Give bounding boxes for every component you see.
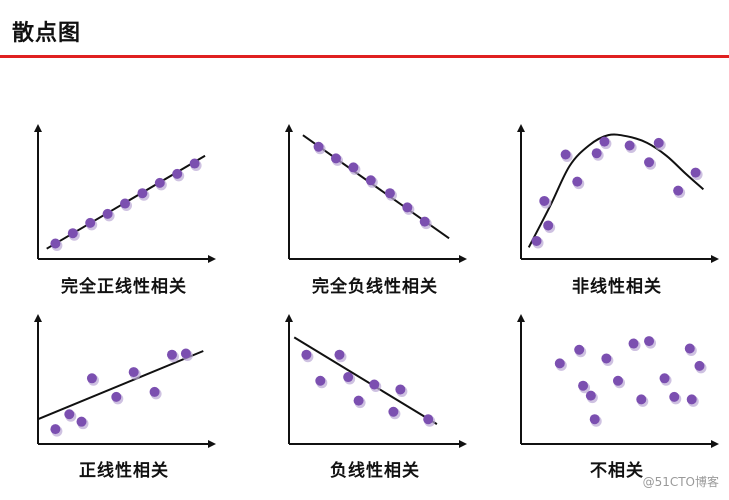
chart-nonlinear-plot	[517, 124, 719, 263]
data-point	[348, 162, 359, 173]
data-point	[599, 136, 610, 147]
data-point	[653, 137, 664, 148]
data-point	[589, 414, 600, 425]
chart-perfect-positive: 完全正线性相关	[34, 124, 216, 314]
data-point	[644, 336, 655, 347]
data-point	[388, 406, 399, 417]
chart-uncorrelated-plot	[517, 314, 719, 448]
data-point	[343, 372, 354, 383]
watermark: @51CTO博客	[642, 475, 719, 489]
data-point	[613, 375, 623, 386]
data-point	[369, 379, 380, 390]
chart-perfect-negative-title: 完全负线性相关	[312, 277, 438, 297]
data-point	[384, 188, 395, 199]
data-point	[673, 185, 684, 196]
data-point	[50, 424, 61, 435]
data-point	[334, 349, 345, 360]
chart-perfect-negative: 完全负线性相关	[285, 124, 467, 314]
data-point	[572, 176, 583, 187]
chart-positive-plot	[34, 314, 216, 448]
data-point	[659, 373, 670, 384]
chart-perfect-negative-plot	[285, 124, 467, 263]
chart-negative-title: 负线性相关	[330, 461, 420, 481]
data-point	[686, 394, 697, 405]
data-point	[578, 380, 589, 391]
trend-line	[293, 336, 438, 426]
chart-perfect-positive-plot	[34, 124, 216, 263]
data-point	[137, 188, 148, 199]
data-point	[690, 167, 701, 178]
data-point	[85, 217, 96, 228]
data-point	[301, 349, 312, 360]
trend-line	[37, 350, 204, 421]
chart-nonlinear-title: 非线性相关	[572, 277, 662, 297]
data-point	[86, 373, 97, 384]
data-point	[189, 158, 200, 169]
data-point	[67, 228, 78, 239]
data-point	[543, 220, 554, 231]
chart-positive: 正线性相关	[34, 314, 216, 494]
data-point	[419, 216, 430, 227]
data-point	[154, 177, 165, 188]
data-point	[166, 349, 177, 360]
data-point	[628, 338, 639, 349]
chart-negative: 负线性相关	[285, 314, 467, 494]
data-point	[585, 390, 596, 401]
data-point	[365, 175, 376, 186]
data-point	[149, 386, 160, 397]
data-point	[180, 348, 191, 359]
title-rule	[0, 55, 729, 58]
data-point	[669, 391, 680, 402]
page-title: 散点图	[12, 21, 82, 46]
data-point	[624, 140, 635, 151]
data-point	[539, 195, 550, 206]
data-point	[423, 414, 434, 425]
chart-uncorrelated-title: 不相关	[590, 461, 644, 481]
data-point	[315, 375, 326, 386]
data-point	[172, 168, 183, 179]
trend-curve	[527, 133, 705, 248]
chart-negative-plot	[285, 314, 467, 448]
data-point	[395, 384, 406, 395]
data-point	[591, 148, 602, 159]
data-point	[111, 391, 122, 402]
data-point	[128, 367, 139, 378]
data-point	[402, 202, 413, 213]
data-point	[694, 360, 705, 371]
data-point	[560, 149, 571, 160]
data-point	[76, 416, 87, 427]
data-point	[64, 409, 75, 420]
data-point	[574, 344, 585, 355]
data-point	[601, 353, 612, 364]
data-point	[313, 141, 324, 152]
data-point	[684, 343, 695, 354]
chart-positive-title: 正线性相关	[79, 461, 169, 481]
chart-nonlinear: 非线性相关	[517, 124, 719, 314]
chart-perfect-positive-title: 完全正线性相关	[61, 277, 187, 297]
data-point	[554, 358, 565, 369]
data-point	[531, 235, 542, 246]
data-point	[644, 157, 655, 168]
data-point	[330, 153, 341, 164]
chart-uncorrelated: 不相关	[517, 314, 719, 494]
data-point	[636, 394, 647, 405]
data-point	[353, 395, 364, 406]
data-point	[50, 238, 61, 249]
data-point	[102, 208, 113, 219]
data-point	[120, 198, 130, 209]
